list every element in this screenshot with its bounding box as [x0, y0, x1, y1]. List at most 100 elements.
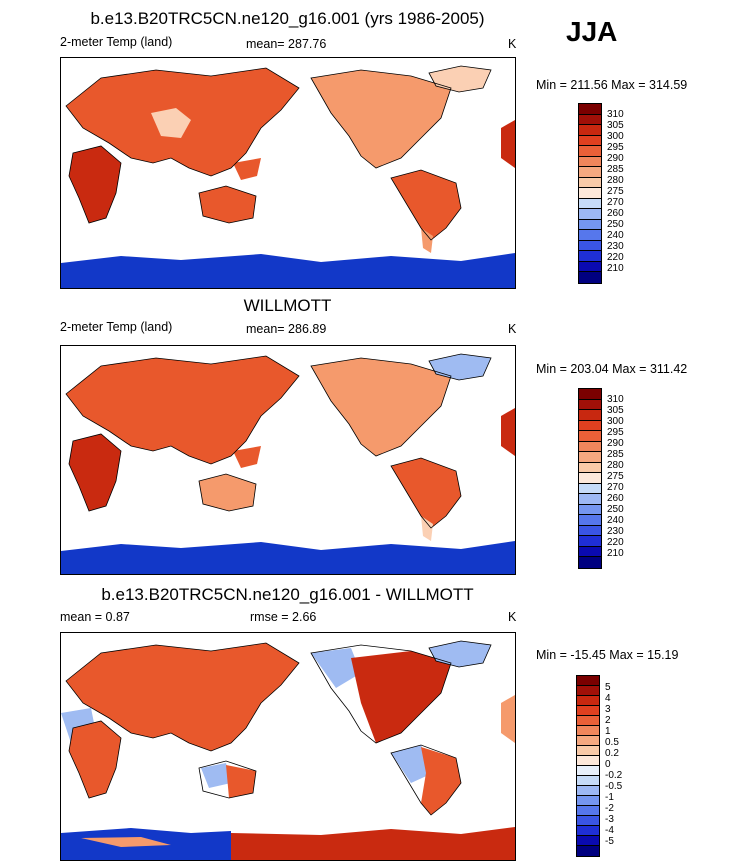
panel3-tick-label: 4 [605, 693, 611, 704]
colorbar-box [577, 836, 599, 846]
panel2-mean-label: mean= 286.89 [246, 322, 327, 336]
panel2-tick-label: 220 [607, 537, 624, 548]
colorbar-box [579, 209, 601, 220]
panel2-tick-label: 300 [607, 416, 624, 427]
panel3-mean-label: mean = 0.87 [60, 610, 130, 624]
panel2-tick-label: 295 [607, 427, 624, 438]
colorbar-box [579, 261, 601, 272]
panel3-tick-label: -0.2 [605, 770, 623, 781]
panel3-units-label: K [508, 610, 517, 624]
colorbar-box [579, 251, 601, 262]
colorbar-box [577, 756, 599, 766]
panel3-map [60, 632, 516, 861]
panel1-minmax-label: Min = 211.56 Max = 314.59 [536, 78, 688, 92]
colorbar-box [577, 796, 599, 806]
panel1-title: b.e13.B20TRC5CN.ne120_g16.001 (yrs 1986-… [90, 9, 485, 28]
panel3-tick-label: -1 [605, 792, 614, 803]
colorbar-box [579, 114, 601, 125]
panel1-variable-label: 2-meter Temp (land) [60, 35, 173, 49]
panel1-land-fill [61, 66, 515, 288]
colorbar-box [579, 536, 601, 547]
colorbar-box [579, 473, 601, 484]
colorbar-box [579, 177, 601, 188]
panel2-tick-label: 260 [607, 493, 624, 504]
colorbar-box [577, 746, 599, 756]
panel1-mean-label: mean= 287.76 [246, 37, 327, 51]
colorbar-box [579, 452, 601, 463]
panel1-tick-label: 280 [607, 175, 624, 186]
colorbar-box [579, 167, 601, 178]
panel1-tick-label: 305 [607, 120, 624, 131]
colorbar-box [577, 806, 599, 816]
colorbar-box [579, 240, 601, 251]
panel2-units-label: K [508, 322, 517, 336]
panel3-tick-label: -4 [605, 825, 614, 836]
panel2-title: WILLMOTT [243, 296, 332, 315]
panel3-tick-label: -5 [605, 836, 614, 847]
panel3-tick-label: 5 [605, 682, 611, 693]
colorbar-box [577, 776, 599, 786]
panel2-tick-label: 270 [607, 482, 624, 493]
panel1-map [60, 57, 516, 289]
panel1-tick-label: 220 [607, 252, 624, 263]
colorbar-box [579, 546, 601, 557]
colorbar-box [579, 156, 601, 167]
colorbar-box [579, 515, 601, 526]
panel3-tick-label: 2 [605, 715, 611, 726]
panel2-tick-label: 230 [607, 526, 624, 537]
panel1-tick-label: 210 [607, 263, 624, 274]
colorbar-box [579, 230, 601, 241]
colorbar-box [579, 431, 601, 442]
colorbar-box [577, 706, 599, 716]
colorbar-box [579, 441, 601, 452]
colorbar-box [577, 686, 599, 696]
colorbar-box [579, 557, 601, 568]
colorbar-box [579, 494, 601, 505]
colorbar-box [577, 696, 599, 706]
panel1-units-label: K [508, 37, 517, 51]
panel1-tick-label: 285 [607, 164, 624, 175]
panel3-tick-label: 1 [605, 726, 611, 737]
panel3-minmax-label: Min = -15.45 Max = 15.19 [536, 648, 679, 662]
panel2-tick-label: 250 [607, 504, 624, 515]
colorbar-box [577, 716, 599, 726]
colorbar-box [577, 786, 599, 796]
panel3-land-fill [61, 641, 515, 860]
colorbar-box [577, 736, 599, 746]
panel2-colorbar [578, 388, 602, 569]
panel3-tick-label: -3 [605, 814, 614, 825]
panel2-tick-label: 280 [607, 460, 624, 471]
colorbar-box [579, 420, 601, 431]
colorbar-box [579, 462, 601, 473]
panel2-map [60, 345, 516, 575]
panel1-tick-label: 240 [607, 230, 624, 241]
colorbar-box [577, 726, 599, 736]
colorbar-box [579, 188, 601, 199]
colorbar-box [579, 125, 601, 136]
panel3-tick-label: -2 [605, 803, 614, 814]
panel3-coastlines [65, 640, 492, 816]
season-label: JJA [566, 16, 618, 47]
panel3-colorbar [576, 675, 600, 857]
colorbar-box [579, 504, 601, 515]
colorbar-box [577, 766, 599, 776]
panel2-tick-label: 285 [607, 449, 624, 460]
panel1-tick-label: 260 [607, 208, 624, 219]
panel2-tick-label: 305 [607, 405, 624, 416]
panel2-variable-label: 2-meter Temp (land) [60, 320, 173, 334]
panel1-tick-label: 275 [607, 186, 624, 197]
colorbar-box [579, 525, 601, 536]
panel3-tick-label: 3 [605, 704, 611, 715]
panel2-land-fill [61, 354, 515, 574]
colorbar-box [577, 846, 599, 856]
colorbar-box [577, 676, 599, 686]
panel1-tick-label: 230 [607, 241, 624, 252]
colorbar-box [579, 399, 601, 410]
panel1-tick-label: 290 [607, 153, 624, 164]
colorbar-box [579, 135, 601, 146]
panel3-tick-label: 0.2 [605, 748, 619, 759]
panel3-tick-label: 0 [605, 759, 611, 770]
panel2-tick-label: 275 [607, 471, 624, 482]
panel1-tick-label: 270 [607, 197, 624, 208]
panel2-tick-label: 290 [607, 438, 624, 449]
